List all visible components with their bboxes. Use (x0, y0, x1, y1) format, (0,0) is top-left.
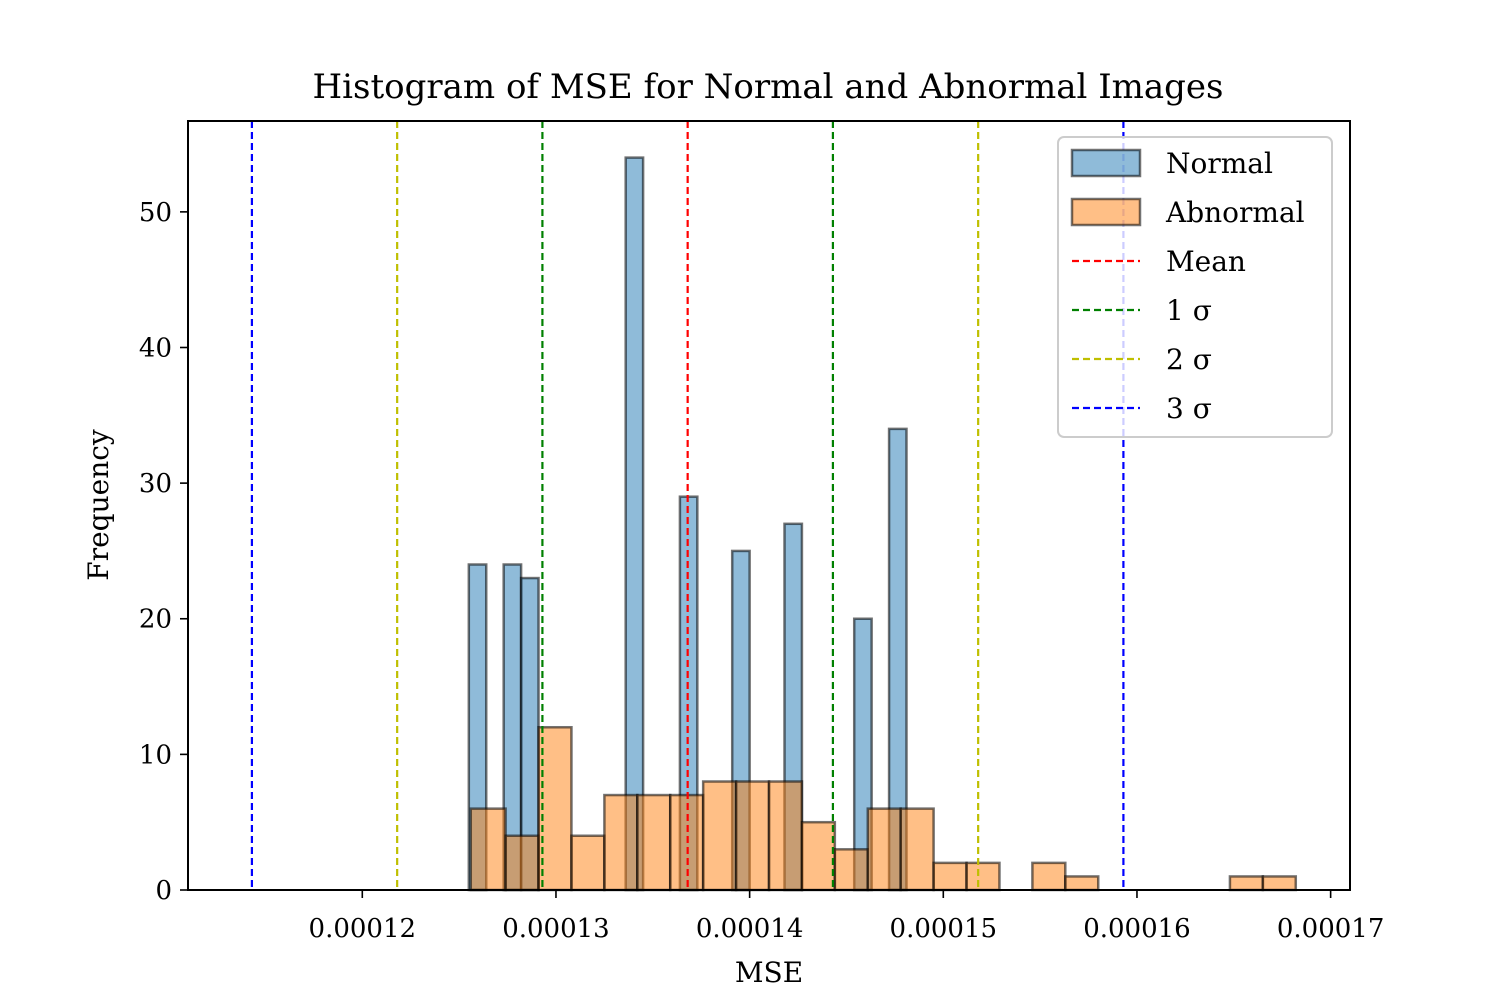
y-axis: 0 10 20 30 40 50 (139, 198, 188, 906)
abnormal-bar (800, 820, 837, 892)
x-tick-label: 0.00017 (1277, 914, 1385, 944)
x-tick-label: 0.00015 (890, 914, 998, 944)
abnormal-bar (1228, 875, 1265, 892)
abnormal-bar (965, 861, 1001, 892)
chart-title: Histogram of MSE for Normal and Abnormal… (313, 67, 1224, 107)
x-axis-label: MSE (735, 956, 803, 989)
abnormal-bar (1261, 875, 1298, 892)
y-tick-label: 40 (139, 333, 172, 363)
abnormal-bar (570, 834, 606, 892)
x-tick-label: 0.00013 (502, 914, 610, 944)
abnormal-bar (932, 861, 968, 892)
y-tick-label: 30 (139, 469, 172, 499)
plot-area (250, 121, 1298, 892)
y-tick-label: 50 (139, 198, 172, 228)
legend-label: Normal (1166, 147, 1273, 180)
legend-label: 1 σ (1166, 294, 1212, 327)
legend-label: 3 σ (1166, 392, 1212, 425)
legend-label: Abnormal (1165, 196, 1305, 229)
abnormal-bar (469, 807, 507, 892)
x-axis: 0.00012 0.00013 0.00014 0.00015 0.00016 0.000… (309, 890, 1385, 944)
normal-bar (624, 156, 645, 892)
abnormal-bar (899, 807, 935, 892)
abnormal-bar (1064, 875, 1100, 892)
abnormal-bar (701, 780, 738, 892)
y-tick-label: 10 (139, 740, 172, 770)
legend-swatch-abnormal (1070, 197, 1142, 227)
legend: Normal Abnormal Mean 1 σ 2 σ 3 σ (1057, 136, 1333, 438)
y-axis-label: Frequency (82, 429, 115, 581)
abnormal-bar (537, 725, 573, 892)
abnormal-bar (636, 793, 672, 892)
abnormal-bar (734, 780, 771, 892)
legend-swatch-normal (1070, 148, 1142, 178)
axes-frame (187, 120, 1351, 891)
abnormal-bar (603, 793, 639, 892)
abnormal-bar (504, 834, 540, 892)
x-tick-label: 0.00016 (1083, 914, 1191, 944)
legend-label: 2 σ (1166, 343, 1212, 376)
x-tick-label: 0.00012 (309, 914, 417, 944)
x-tick-label: 0.00014 (696, 914, 804, 944)
abnormal-bar (866, 807, 902, 892)
y-tick-label: 20 (139, 605, 172, 635)
abnormal-bar (767, 780, 804, 892)
abnormal-bar (833, 848, 870, 892)
abnormal-bar (1031, 861, 1067, 892)
legend-label: Mean (1166, 245, 1246, 278)
y-tick-label: 0 (155, 876, 172, 906)
